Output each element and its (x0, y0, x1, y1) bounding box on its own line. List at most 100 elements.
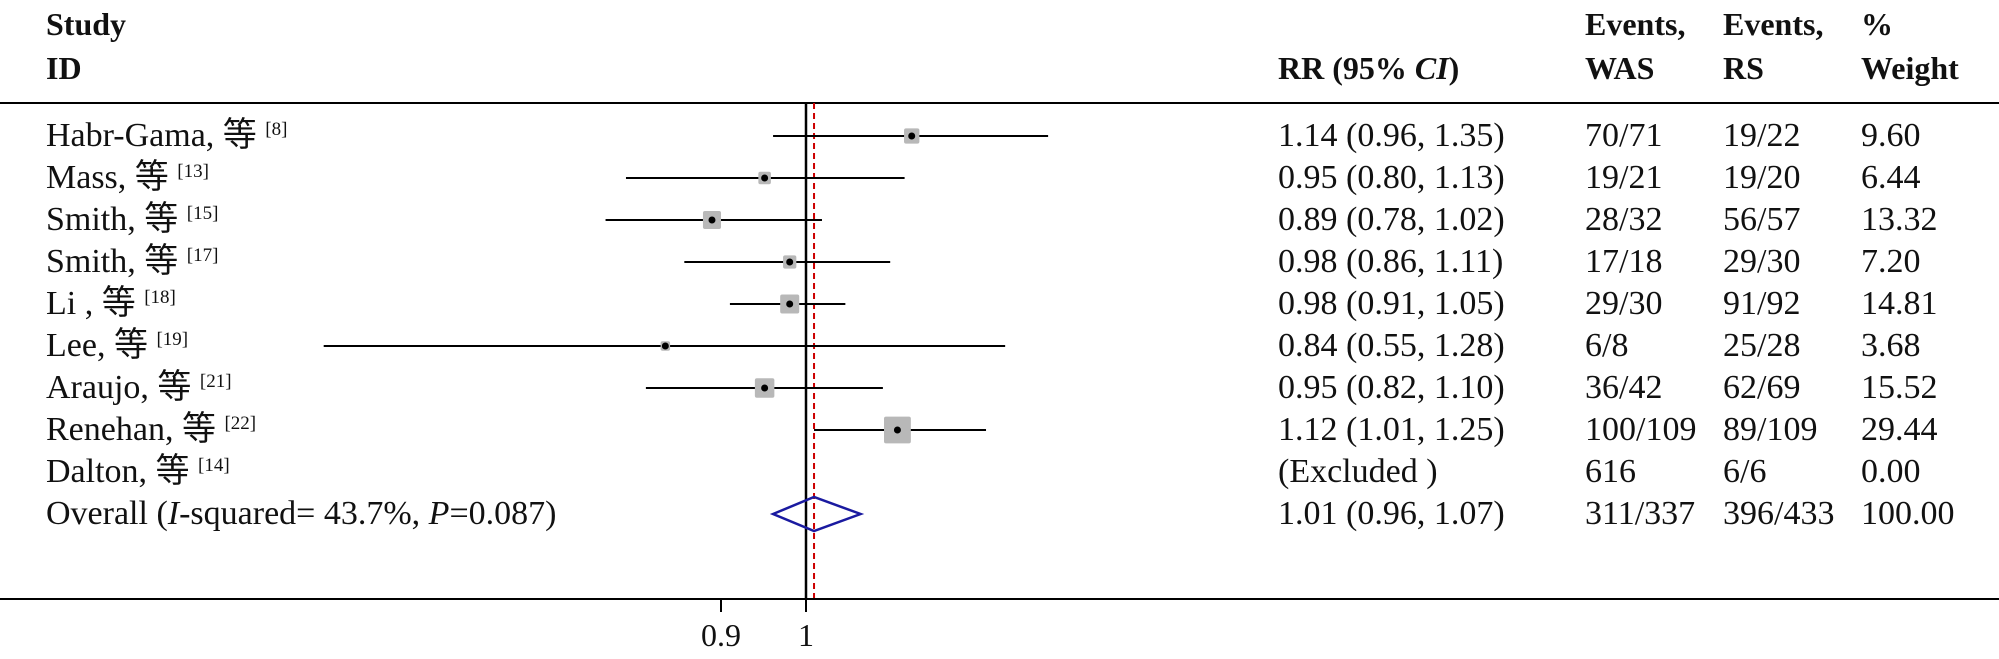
row-5-study-name: Li , 等 (46, 285, 136, 322)
row-6-events-rs: 25/28 (1723, 327, 1801, 364)
point-estimate (708, 216, 716, 224)
row-2-rr: 0.95 (0.80, 1.13) (1278, 159, 1505, 196)
header-study: Study ID (46, 2, 126, 90)
row-6-study-name: Lee, 等 (46, 327, 148, 364)
row-3-weight: 13.32 (1861, 201, 1938, 238)
overall-events-rs: 396/433 (1723, 495, 1835, 532)
x-tick-label: 0.9 (701, 617, 741, 653)
row-3-ref: [15] (186, 203, 219, 224)
overall-events-was: 311/337 (1585, 495, 1696, 532)
row-3-events-was: 28/32 (1585, 201, 1663, 238)
row-7-events-rs: 62/69 (1723, 369, 1801, 406)
bottom-rule (0, 598, 1999, 600)
row-1-weight: 9.60 (1861, 117, 1921, 154)
row-9-events-was: 616 (1585, 453, 1636, 490)
header-events-was-line2: WAS (1585, 50, 1655, 86)
row-5-events-was: 29/30 (1585, 285, 1663, 322)
row-6-rr: 0.84 (0.55, 1.28) (1278, 327, 1505, 364)
header-rr-label: RR (95% (1278, 50, 1415, 86)
row-4-weight: 7.20 (1861, 243, 1921, 280)
row-8-rr: 1.12 (1.01, 1.25) (1278, 411, 1505, 448)
row-7-ref: [21] (199, 371, 232, 392)
row-5-study: Li , 等 [18] (46, 284, 176, 324)
row-1-rr: 1.14 (0.96, 1.35) (1278, 117, 1505, 154)
header-weight-line1: % (1861, 6, 1893, 42)
row-1-study-name: Habr-Gama, 等 (46, 117, 257, 154)
overall-label-p: P (428, 495, 450, 532)
row-3-study-name: Smith, 等 (46, 201, 179, 238)
overall-rr: 1.01 (0.96, 1.07) (1278, 495, 1505, 532)
row-1-study: Habr-Gama, 等 [8] (46, 116, 287, 156)
row-2-study: Mass, 等 [13] (46, 158, 209, 198)
row-8-weight: 29.44 (1861, 411, 1938, 448)
point-estimate (786, 300, 794, 308)
row-5-weight: 14.81 (1861, 285, 1938, 322)
row-8-study: Renehan, 等 [22] (46, 410, 256, 450)
row-2-study-name: Mass, 等 (46, 159, 169, 196)
point-estimate (908, 132, 916, 140)
header-rule (0, 102, 1999, 104)
row-1-ref: [8] (265, 119, 288, 140)
row-2-events-was: 19/21 (1585, 159, 1663, 196)
row-9-events-rs: 6/6 (1723, 453, 1767, 490)
row-4-study: Smith, 等 [17] (46, 242, 218, 282)
row-7-rr: 0.95 (0.82, 1.10) (1278, 369, 1505, 406)
row-3-rr: 0.89 (0.78, 1.02) (1278, 201, 1505, 238)
row-2-weight: 6.44 (1861, 159, 1921, 196)
point-estimate (893, 426, 901, 434)
row-8-study-name: Renehan, 等 (46, 411, 216, 448)
row-5-ref: [18] (144, 287, 176, 308)
header-weight: % Weight (1861, 2, 1959, 90)
overall-label-post: =0.087) (449, 495, 557, 532)
row-9-study-name: Dalton, 等 (46, 453, 190, 490)
row-9-weight: 0.00 (1861, 453, 1921, 490)
row-3-study: Smith, 等 [15] (46, 200, 218, 240)
row-1-events-rs: 19/22 (1723, 117, 1801, 154)
point-estimate (761, 174, 769, 182)
header-rr: RR (95% CI) (1278, 46, 1459, 90)
header-rr-ci: CI (1414, 50, 1449, 86)
overall-label-i: I (167, 495, 180, 532)
row-9-study: Dalton, 等 [14] (46, 452, 230, 492)
point-estimate (786, 258, 794, 266)
row-7-study-name: Araujo, 等 (46, 369, 192, 406)
row-5-rr: 0.98 (0.91, 1.05) (1278, 285, 1505, 322)
header-events-rs-line1: Events, (1723, 6, 1824, 42)
row-4-ref: [17] (186, 245, 219, 266)
overall-label-pre: Overall ( (46, 495, 168, 532)
row-3-events-rs: 56/57 (1723, 201, 1801, 238)
row-4-study-name: Smith, 等 (46, 243, 179, 280)
row-6-weight: 3.68 (1861, 327, 1921, 364)
row-8-events-was: 100/109 (1585, 411, 1697, 448)
point-estimate (661, 342, 669, 350)
header-rr-close: ) (1448, 50, 1460, 86)
x-tick-label: 1 (798, 617, 814, 653)
row-8-events-rs: 89/109 (1723, 411, 1818, 448)
point-estimate (761, 384, 769, 392)
row-5-events-rs: 91/92 (1723, 285, 1801, 322)
row-1-events-was: 70/71 (1585, 117, 1663, 154)
row-7-weight: 15.52 (1861, 369, 1938, 406)
row-4-rr: 0.98 (0.86, 1.11) (1278, 243, 1504, 280)
row-8-ref: [22] (224, 413, 257, 434)
overall-diamond (769, 495, 865, 533)
header-study-line2: ID (46, 50, 82, 86)
row-6-ref: [19] (156, 329, 189, 350)
row-6-study: Lee, 等 [19] (46, 326, 188, 366)
row-6-events-was: 6/8 (1585, 327, 1629, 364)
row-4-events-was: 17/18 (1585, 243, 1663, 280)
overall-weight: 100.00 (1861, 495, 1955, 532)
header-events-rs: Events, RS (1723, 2, 1823, 90)
row-7-study: Araujo, 等 [21] (46, 368, 232, 408)
header-study-line1: Study (46, 6, 127, 42)
overall-label-mid: -squared= 43.7%, (179, 495, 429, 532)
header-events-rs-line2: RS (1723, 50, 1764, 86)
row-2-events-rs: 19/20 (1723, 159, 1801, 196)
header-events-was: Events, WAS (1585, 2, 1685, 90)
overall-label: Overall (I-squared= 43.7%, P=0.087) (46, 494, 556, 534)
row-7-events-was: 36/42 (1585, 369, 1663, 406)
row-9-ref: [14] (198, 455, 230, 476)
header-events-was-line1: Events, (1585, 6, 1686, 42)
row-4-events-rs: 29/30 (1723, 243, 1801, 280)
